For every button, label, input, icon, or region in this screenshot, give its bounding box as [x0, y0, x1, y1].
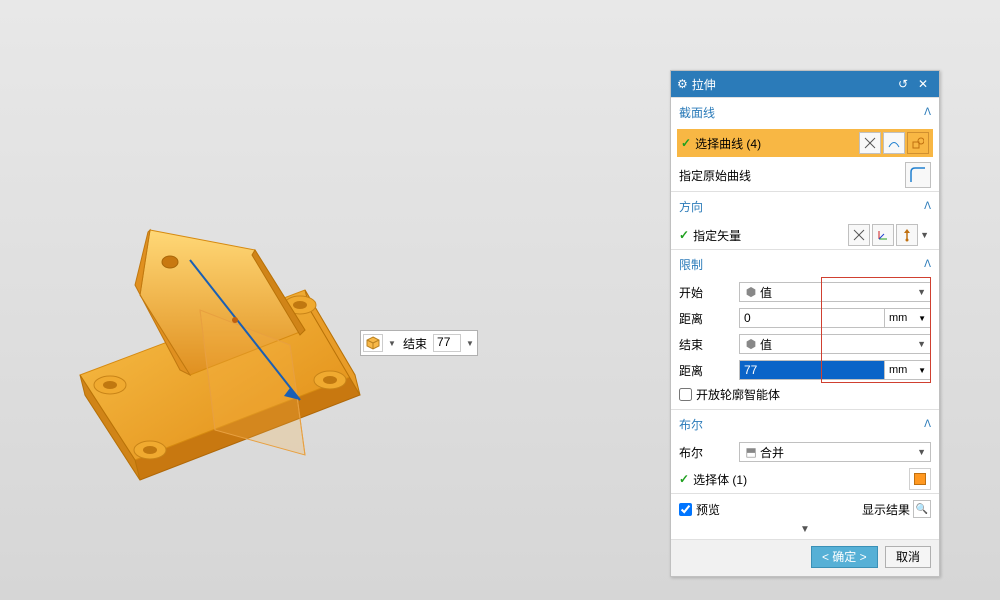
preview-row: 预览 显示结果 🔍 — [671, 493, 939, 522]
section-label: 截面线 — [679, 104, 924, 121]
caret-up-icon: ᐱ — [924, 107, 931, 118]
start-dist-row: 距离 0 mm▼ — [671, 305, 939, 331]
input-value: 77 — [744, 363, 757, 377]
on-canvas-input[interactable]: ▼ 结束 77 ▼ — [360, 330, 478, 356]
extrude-panel: ⚙ 拉伸 ↺ ✕ 截面线 ᐱ ✓ 选择曲线 (4) 指定原始曲线 方向 ᐱ ✓ … — [670, 70, 940, 577]
unit-dropdown[interactable]: mm▼ — [885, 308, 931, 328]
unit-dropdown[interactable]: mm▼ — [885, 360, 931, 380]
viewport[interactable]: ▼ 结束 77 ▼ — [0, 0, 660, 600]
combo-text: 值 — [760, 284, 917, 301]
end-label: 结束 — [679, 336, 739, 353]
select-curve-label: 选择曲线 (4) — [695, 135, 857, 152]
dropdown-arrow-icon: ▼ — [917, 339, 926, 349]
model-render — [0, 0, 660, 600]
input-value: 0 — [744, 311, 751, 325]
combo-text: 值 — [760, 336, 917, 353]
select-body-row[interactable]: ✓ 选择体 (1) — [671, 465, 939, 493]
cube-icon — [363, 334, 383, 352]
section-profile-header[interactable]: 截面线 ᐱ — [671, 97, 939, 127]
distance-label: 距离 — [679, 310, 739, 327]
gear-icon: ⚙ — [677, 77, 688, 91]
open-profile-row[interactable]: 开放轮廓智能体 — [671, 383, 939, 409]
dropdown-arrow-icon: ▼ — [917, 287, 926, 297]
body-icon[interactable] — [909, 468, 931, 490]
caret-up-icon: ᐱ — [924, 201, 931, 212]
specify-orig-row[interactable]: 指定原始曲线 — [671, 159, 939, 191]
bool-row: 布尔 ⬒ 合并 ▼ — [671, 439, 939, 465]
panel-titlebar[interactable]: ⚙ 拉伸 ↺ ✕ — [671, 71, 939, 97]
dropdown-arrow-icon[interactable]: ▼ — [387, 339, 397, 348]
select-curve-row[interactable]: ✓ 选择曲线 (4) — [677, 129, 933, 157]
panel-title: 拉伸 — [692, 76, 893, 93]
cancel-button[interactable]: 取消 — [885, 546, 931, 568]
start-distance-input[interactable]: 0 — [739, 308, 885, 328]
preview-checkbox[interactable] — [679, 503, 692, 516]
caret-up-icon: ᐱ — [924, 259, 931, 270]
dropdown-arrow-icon[interactable]: ▼ — [918, 230, 931, 240]
bool-combo[interactable]: ⬒ 合并 ▼ — [739, 442, 931, 462]
section-direction-header[interactable]: 方向 ᐱ — [671, 191, 939, 221]
reset-icon[interactable]: ↺ — [893, 77, 913, 91]
section-bool-header[interactable]: 布尔 ᐱ — [671, 409, 939, 439]
specify-vector-label: 指定矢量 — [693, 227, 846, 244]
end-dist-row: 距离 77 mm▼ — [671, 357, 939, 383]
float-label: 结束 — [401, 335, 429, 352]
end-type-row: 结束 ⬢ 值 ▼ — [671, 331, 939, 357]
section-label: 限制 — [679, 256, 924, 273]
section-label: 方向 — [679, 198, 924, 215]
section-limits-header[interactable]: 限制 ᐱ — [671, 249, 939, 279]
show-result-label: 显示结果 — [862, 501, 910, 518]
show-result-button[interactable]: 显示结果 🔍 — [862, 500, 931, 518]
start-type-combo[interactable]: ⬢ 值 ▼ — [739, 282, 931, 302]
check-icon: ✓ — [681, 136, 691, 150]
vector-x-icon[interactable] — [848, 224, 870, 246]
magnifier-icon: 🔍 — [913, 500, 931, 518]
start-label: 开始 — [679, 284, 739, 301]
ok-button[interactable]: < 确定 > — [811, 546, 878, 568]
open-profile-label: 开放轮廓智能体 — [696, 386, 780, 403]
end-distance-input[interactable]: 77 — [739, 360, 885, 380]
close-icon[interactable]: ✕ — [913, 77, 933, 91]
value-icon: ⬢ — [744, 285, 758, 299]
specify-vector-row[interactable]: ✓ 指定矢量 ▼ — [671, 221, 939, 249]
section-label: 布尔 — [679, 416, 924, 433]
preview-label: 预览 — [696, 501, 720, 518]
sketch-section-icon[interactable] — [859, 132, 881, 154]
float-value[interactable]: 77 — [433, 334, 461, 352]
start-type-row: 开始 ⬢ 值 ▼ — [671, 279, 939, 305]
bool-label: 布尔 — [679, 444, 739, 461]
combo-text: 合并 — [760, 444, 917, 461]
unit-text: mm — [889, 364, 907, 376]
distance-label: 距离 — [679, 362, 739, 379]
check-icon: ✓ — [679, 228, 689, 242]
unite-icon: ⬒ — [744, 445, 758, 459]
value-icon: ⬢ — [744, 337, 758, 351]
dropdown-arrow-icon: ▼ — [917, 447, 926, 457]
end-type-combo[interactable]: ⬢ 值 ▼ — [739, 334, 931, 354]
check-icon: ✓ — [679, 472, 689, 486]
dialog-buttons: < 确定 > 取消 — [671, 539, 939, 576]
specify-orig-label: 指定原始曲线 — [679, 167, 903, 184]
curve-rule-icon[interactable] — [883, 132, 905, 154]
orig-curve-icon[interactable] — [905, 162, 931, 188]
dropdown-arrow-icon[interactable]: ▼ — [465, 339, 475, 348]
select-body-label: 选择体 (1) — [693, 471, 907, 488]
caret-up-icon: ᐱ — [924, 419, 931, 430]
vector-reverse-icon[interactable] — [896, 224, 918, 246]
vector-axes-icon[interactable] — [872, 224, 894, 246]
expand-bar[interactable]: ▼ — [671, 522, 939, 539]
unit-text: mm — [889, 312, 907, 324]
open-profile-checkbox[interactable] — [679, 388, 692, 401]
sketch-icon[interactable] — [907, 132, 929, 154]
